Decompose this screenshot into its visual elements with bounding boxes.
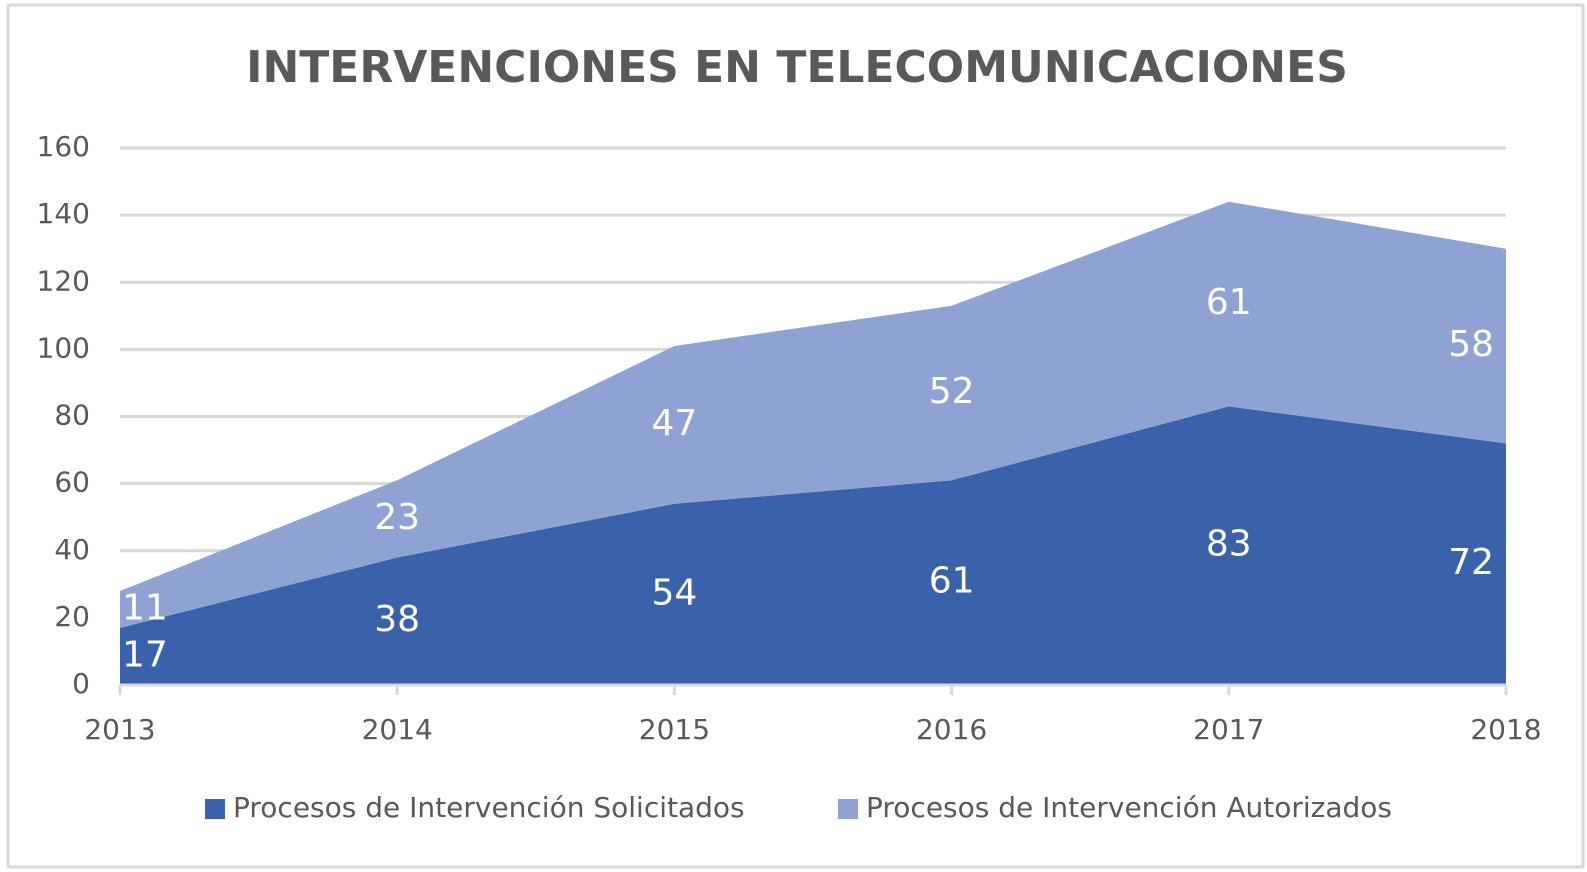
- x-tick-label: 2018: [1470, 713, 1541, 746]
- x-tick-label: 2017: [1193, 713, 1264, 746]
- x-tick-label: 2016: [916, 713, 987, 746]
- data-label: 11: [122, 587, 168, 628]
- y-tick-label: 80: [54, 399, 90, 432]
- y-tick-label: 160: [37, 130, 90, 163]
- data-label: 17: [122, 634, 168, 675]
- x-tick-label: 2013: [84, 713, 155, 746]
- y-tick-label: 40: [54, 533, 90, 566]
- y-tick-label: 120: [37, 264, 90, 297]
- y-tick-label: 140: [37, 197, 90, 230]
- x-tick-label: 2015: [639, 713, 710, 746]
- data-label: 47: [651, 403, 697, 444]
- data-label: 58: [1448, 324, 1494, 365]
- data-label: 38: [374, 599, 420, 640]
- data-label: 83: [1206, 524, 1252, 565]
- data-label: 23: [374, 497, 420, 538]
- data-label: 72: [1448, 542, 1494, 583]
- y-tick-label: 0: [72, 667, 90, 700]
- x-tick-label: 2014: [362, 713, 433, 746]
- legend-swatch: [838, 799, 858, 819]
- data-label: 61: [929, 561, 975, 602]
- area: [120, 201, 1506, 628]
- y-tick-label: 60: [54, 466, 90, 499]
- legend-label: Procesos de Intervención Solicitados: [233, 791, 745, 824]
- legend-swatch: [205, 799, 225, 819]
- y-tick-label: 20: [54, 600, 90, 633]
- data-label: 54: [651, 572, 697, 613]
- data-label: 52: [929, 371, 975, 412]
- legend-label: Procesos de Intervención Autorizados: [866, 791, 1392, 824]
- data-label: 61: [1206, 282, 1252, 323]
- area: [120, 406, 1506, 685]
- chart-title: INTERVENCIONES EN TELECOMUNICACIONES: [246, 42, 1348, 93]
- y-tick-label: 100: [37, 331, 90, 364]
